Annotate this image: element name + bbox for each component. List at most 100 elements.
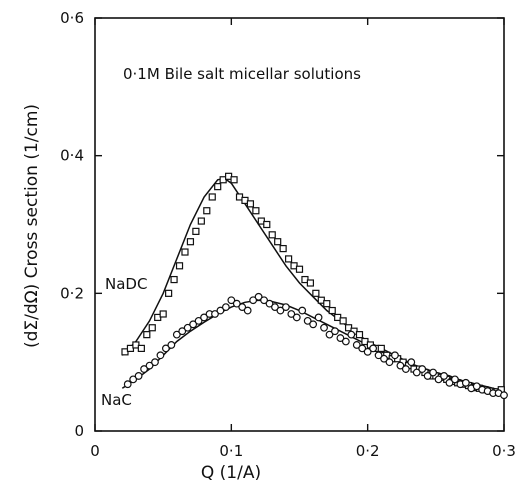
data-point-nadc [203,207,211,215]
data-point-nac [145,361,154,370]
data-point-nadc [306,279,315,287]
data-point-nadc [165,289,173,297]
data-point-nac [314,313,323,322]
data-point-nac [134,372,143,380]
data-point-nadc [263,220,271,229]
x-axis-title: Q (1/A) [201,463,261,483]
data-point-nac [194,316,203,325]
data-point-nac [227,296,236,305]
data-point-nac [461,378,470,387]
data-point-nadc [148,324,156,332]
y-axis-title: (dΣ/dΩ) Cross section (1/cm) [22,104,42,348]
plot-border [94,17,505,432]
data-point-nadc [159,310,167,318]
data-point-nac [243,306,252,315]
y-tick-label: 0·4 [60,147,84,165]
data-point-nac [216,306,225,315]
data-point-nac [380,354,388,363]
x-tick-label: 0·1 [219,442,243,460]
data-point-nac [172,330,181,339]
data-point-nac [352,341,361,349]
data-point-nadc [323,300,331,308]
data-point-nadc [186,238,195,246]
y-tick-label: 0·6 [60,9,84,27]
data-point-nac [385,358,394,367]
data-point-nac [123,380,132,389]
data-point-nadc [295,265,304,273]
series-label-nadc: NaDC [105,275,147,293]
data-point-nac [249,296,258,305]
data-point-nac [347,330,356,339]
data-point-nadc [181,248,189,256]
data-point-nac [320,323,328,332]
data-point-nac [369,344,378,353]
data-point-nadc [274,238,282,246]
data-point-nadc [197,217,205,225]
data-point-nac [287,310,296,318]
y-tick-label: 0·2 [60,284,84,302]
data-point-nadc [339,317,347,325]
data-point-nac [303,316,312,325]
data-point-nac [434,375,443,384]
data-point-nac [472,382,481,391]
data-point-nadc [377,344,385,352]
tick-labels: 0 0·1 0·2 0·3 0 0·2 0·4 0·6 [60,9,516,460]
data-point-nac [221,303,230,312]
data-point-nadc [268,231,276,239]
data-point-nac [412,368,421,377]
data-point-nac [325,330,334,339]
data-point-nadc [230,176,238,184]
data-point-nadc [312,289,320,297]
data-point-nac [276,306,285,315]
series-label-nac: NaC [101,391,132,409]
data-point-nadc [328,306,336,315]
data-point-nac [358,344,367,353]
data-point-nac [418,365,427,373]
data-point-nac [211,310,219,318]
data-point-nac [423,372,432,380]
data-point-nac [183,323,192,332]
data-point-nac [309,320,318,329]
y-tick-label: 0 [74,422,84,440]
data-point-nadc [175,262,184,270]
data-point-nac [129,375,138,384]
data-point-nac [281,303,290,312]
axis-ticks [94,17,505,432]
data-markers [121,172,508,400]
data-point-nac [140,365,148,373]
data-point-nac [189,320,198,329]
data-point-nadc [355,331,364,339]
data-point-nac [440,372,448,380]
data-point-nac [232,299,241,308]
chart-annotation: 0·1M Bile salt micellar solutions [123,65,361,83]
data-point-nac [407,358,416,367]
data-point-nac [178,327,187,336]
data-point-nac [451,375,459,384]
data-point-nac [156,351,165,360]
data-point-nac [265,299,274,308]
data-point-nac [292,313,301,322]
data-point-nadc [279,244,287,253]
data-point-nac [429,368,438,377]
data-point-nac [238,303,247,312]
plot-frame [94,17,505,432]
data-point-nac [500,391,508,400]
data-point-nadc [208,193,216,201]
data-point-nac [271,303,279,312]
data-point-nadc [170,275,178,284]
data-point-nac [363,347,372,356]
data-point-nadc [246,200,255,208]
data-point-nac [254,292,263,301]
x-tick-label: 0·2 [356,442,380,460]
data-point-nac [151,358,159,367]
data-point-nac [445,378,454,387]
x-tick-label: 0 [90,442,100,460]
data-point-nadc [192,227,200,235]
data-point-nac [260,296,268,305]
data-point-nadc [137,344,145,352]
data-point-nac [401,365,410,373]
x-tick-label: 0·3 [492,442,516,460]
data-point-nadc [284,255,293,263]
data-point-nac [167,341,176,349]
